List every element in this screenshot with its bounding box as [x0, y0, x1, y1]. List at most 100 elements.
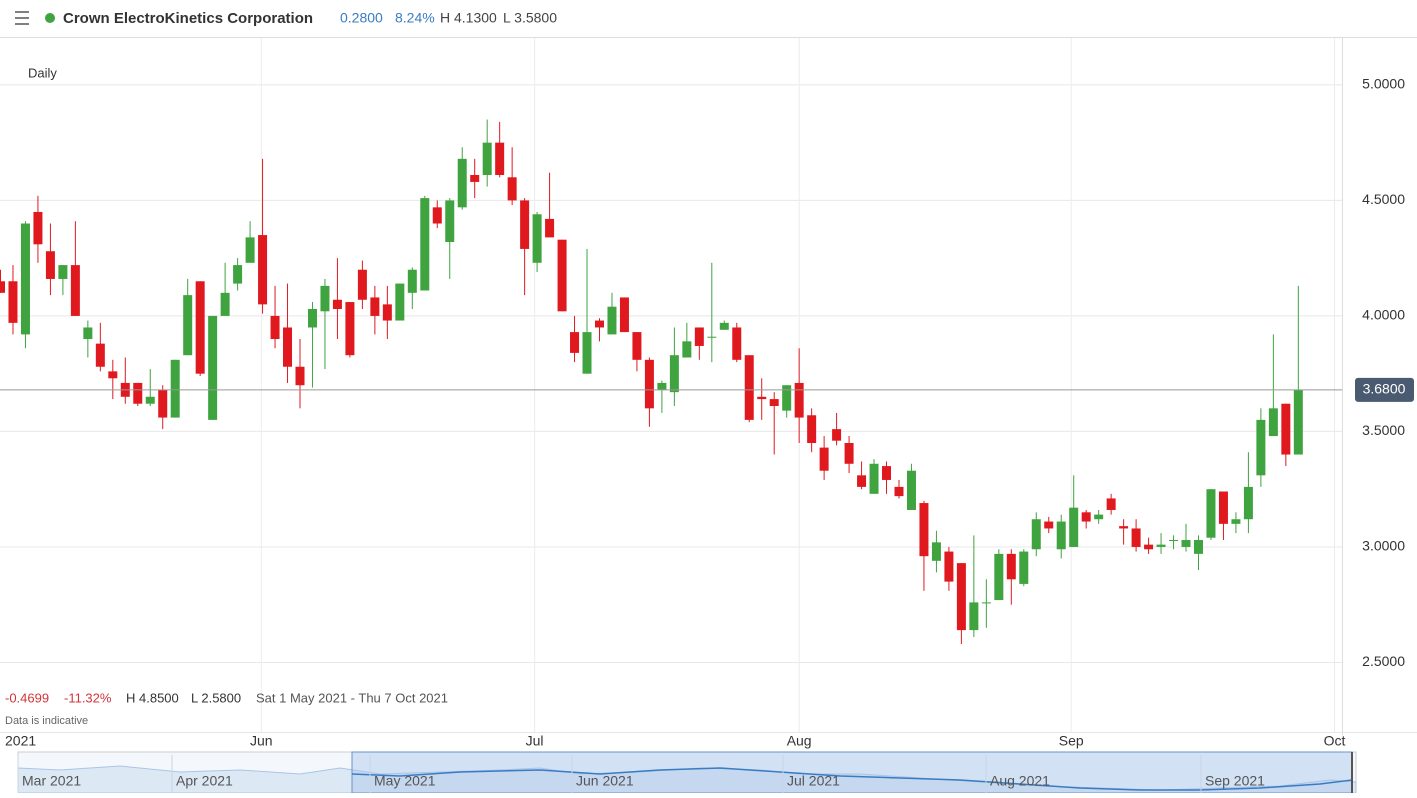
- candle-body: [520, 200, 530, 249]
- last-price-box: [1355, 377, 1414, 402]
- candle-body: [570, 332, 580, 353]
- y-tick-label: 3.5000: [1362, 422, 1405, 438]
- candle-body: [632, 332, 642, 360]
- candle-body: [357, 269, 367, 300]
- candle-body: [58, 265, 68, 279]
- candle-body: [607, 306, 617, 335]
- menu-icon[interactable]: [15, 11, 29, 25]
- candle-body: [1119, 526, 1129, 529]
- candle-body: [894, 486, 904, 497]
- header-change: 0.2800: [340, 10, 383, 26]
- candle-body: [283, 327, 293, 367]
- candle-body: [332, 299, 342, 309]
- candle-body: [170, 359, 180, 418]
- x-tick-label: Oct: [1324, 733, 1346, 749]
- candle-body: [744, 355, 754, 420]
- candle-body: [644, 359, 654, 409]
- candle-body: [470, 174, 480, 182]
- header-change-pct: 8.24%: [395, 10, 435, 26]
- navigator-label: Apr 2021: [176, 773, 233, 789]
- candle-body: [1006, 553, 1016, 580]
- navigator-label: May 2021: [374, 773, 436, 789]
- candle-body: [919, 503, 929, 557]
- candle-body: [507, 177, 517, 201]
- candle-body: [345, 302, 355, 356]
- candle-body: [233, 265, 243, 284]
- candle-body: [195, 281, 205, 374]
- candle-body: [20, 223, 30, 335]
- plot-area: 2.5000 3.0000 3.5000 4.0000 4.5000 5.0000 Jun J…: [0, 38, 1414, 749]
- candle-body: [495, 142, 505, 175]
- candle-body: [295, 366, 305, 386]
- year-label: 2021: [5, 733, 36, 749]
- candle-body: [794, 382, 804, 418]
- candle-body: [669, 355, 679, 393]
- candle-body: [307, 308, 317, 328]
- candle-body: [882, 466, 892, 480]
- candle-body: [707, 336, 717, 338]
- candle-body: [819, 447, 829, 471]
- candle-body: [619, 297, 629, 333]
- navigator-window[interactable]: [351, 751, 1353, 794]
- candle-body: [33, 211, 43, 245]
- candle-body: [994, 553, 1004, 601]
- candle-body: [420, 198, 430, 291]
- candle-body: [769, 399, 779, 407]
- candle-body: [320, 285, 330, 312]
- candle-body: [956, 563, 966, 631]
- candle-body: [1268, 408, 1278, 437]
- candle-body: [1193, 540, 1203, 554]
- candle-body: [1206, 489, 1216, 538]
- header-low: L 3.5800: [503, 10, 557, 26]
- candle-body: [1169, 540, 1179, 542]
- candle-body: [1281, 403, 1291, 455]
- candle-body: [594, 320, 604, 328]
- navigator-labels: Mar 2021 Apr 2021 May 2021 Jun 2021 Jul 2021…: [17, 755, 1265, 793]
- candle-body: [245, 237, 255, 263]
- candle-body: [906, 470, 916, 510]
- navigator[interactable]: [17, 751, 1357, 794]
- candle-body: [732, 327, 742, 360]
- candle-body: [258, 235, 268, 305]
- candle-body: [482, 142, 492, 175]
- navigator-line: [351, 767, 1353, 791]
- last-price-label: 3.6800: [1363, 381, 1406, 397]
- summary-change-pct: -11.32%: [64, 690, 112, 705]
- status-dot: [45, 13, 55, 23]
- candle-body: [757, 396, 767, 400]
- candle-body: [1094, 514, 1104, 520]
- candle-body: [1218, 491, 1228, 524]
- candle-body: [969, 602, 979, 631]
- candle-body: [944, 551, 954, 582]
- y-tick-label: 4.0000: [1362, 307, 1405, 323]
- x-tick-label: Sep: [1059, 733, 1084, 749]
- candle-body: [395, 283, 405, 321]
- candle-body: [981, 602, 991, 604]
- summary-range: Sat 1 May 2021 - Thu 7 Oct 2021: [256, 690, 448, 705]
- candle-body: [133, 382, 143, 404]
- y-tick-label: 5.0000: [1362, 76, 1405, 92]
- candle-body: [108, 371, 118, 379]
- interval-label: Daily: [28, 65, 57, 80]
- candle-body: [70, 265, 80, 316]
- candle-body: [370, 297, 380, 316]
- candle-body: [1231, 519, 1241, 524]
- candle-body: [8, 281, 18, 323]
- candle-body: [1181, 540, 1191, 547]
- navigator-label: Sep 2021: [1205, 773, 1265, 789]
- candle-body: [719, 322, 729, 330]
- candle-body: [857, 475, 867, 487]
- candle-body: [407, 269, 417, 293]
- candle-body: [220, 292, 230, 316]
- candle-body: [869, 463, 879, 494]
- candle-body: [158, 389, 168, 418]
- candle-body: [1019, 551, 1029, 584]
- candle-body: [1069, 507, 1079, 547]
- x-tick-label: Jun: [250, 733, 273, 749]
- interval-box[interactable]: [20, 62, 68, 86]
- candle-body: [145, 396, 155, 404]
- data-note: Data is indicative: [5, 715, 88, 727]
- candle-body: [807, 415, 817, 443]
